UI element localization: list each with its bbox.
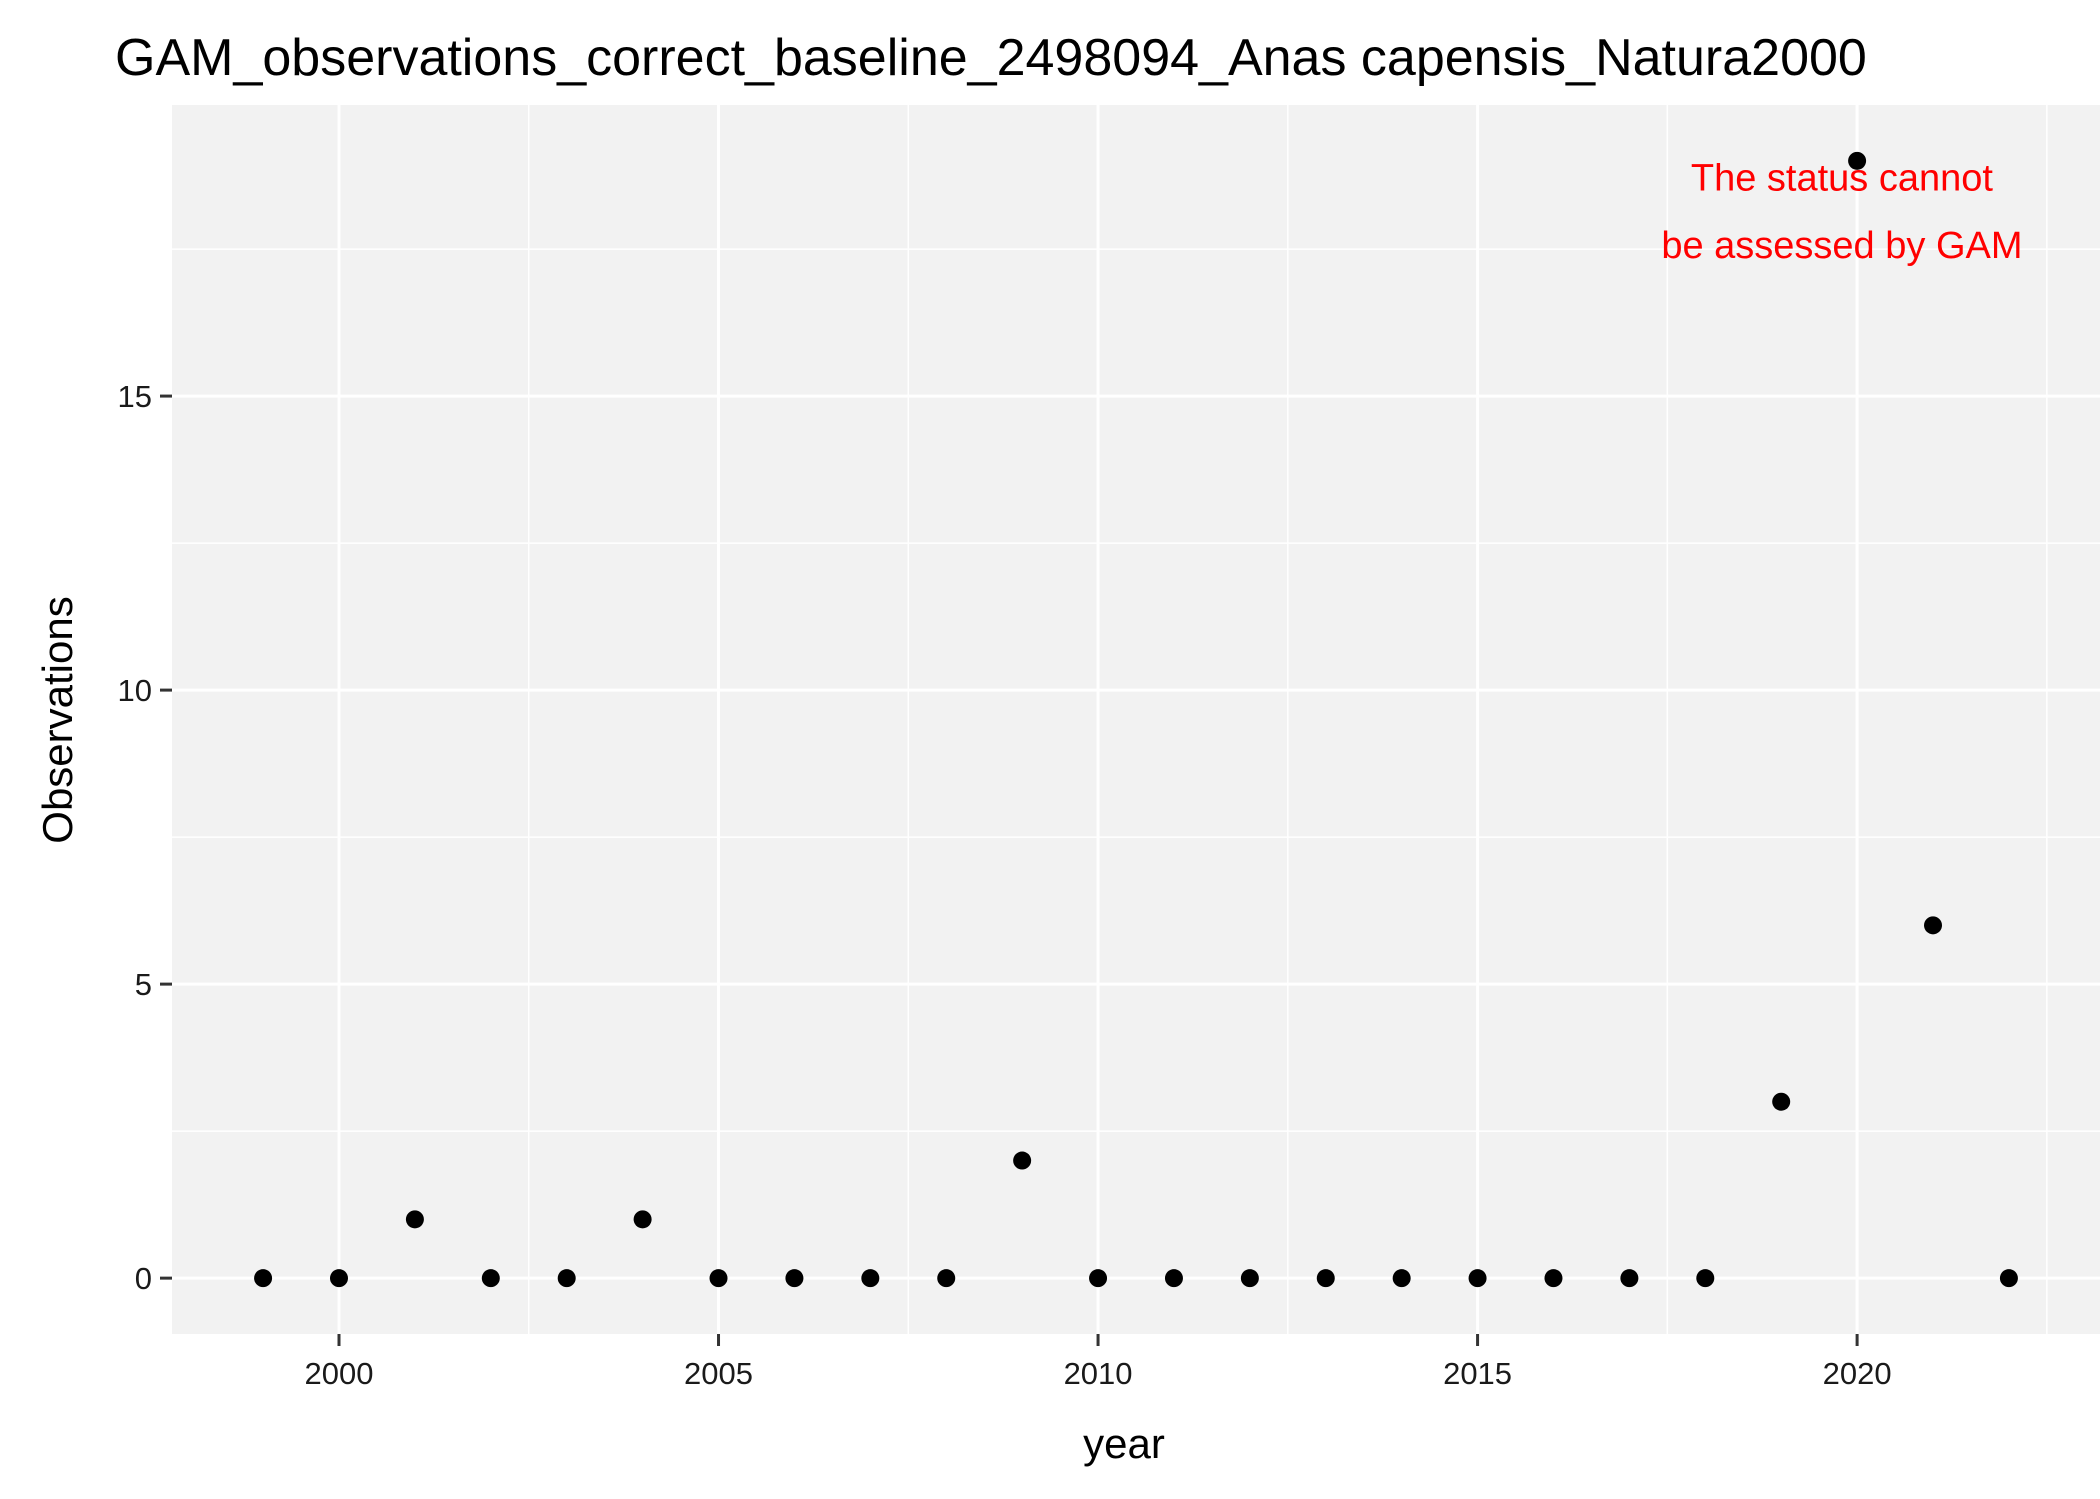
data-point: [254, 1269, 273, 1288]
data-point: [1164, 1269, 1183, 1288]
x-tick-label: 2010: [1064, 1356, 1133, 1391]
x-tick-label: 2005: [684, 1356, 753, 1391]
data-point: [405, 1210, 424, 1229]
data-point: [785, 1269, 804, 1288]
data-point: [937, 1269, 956, 1288]
y-tick-label: 10: [118, 673, 152, 708]
data-point: [481, 1269, 500, 1288]
data-point: [1089, 1269, 1108, 1288]
data-point: [557, 1269, 576, 1288]
data-point: [1848, 151, 1867, 170]
y-axis: 0 5 10 15: [118, 379, 172, 1296]
data-points: [254, 151, 2018, 1288]
data-point: [1772, 1092, 1791, 1111]
data-point: [1013, 1151, 1032, 1170]
data-point: [1999, 1269, 2018, 1288]
data-point: [1620, 1269, 1639, 1288]
data-point: [1316, 1269, 1335, 1288]
data-point: [1392, 1269, 1411, 1288]
data-point: [1924, 916, 1943, 935]
status-annotation: The status cannot be assessed by GAM: [1661, 157, 2022, 267]
minor-gridlines: [172, 105, 2100, 1334]
chart-title: GAM_observations_correct_baseline_249809…: [115, 29, 1867, 87]
x-axis-title: year: [1083, 1420, 1165, 1467]
data-point: [709, 1269, 728, 1288]
plot-panel: [172, 105, 2100, 1334]
y-tick-label: 15: [118, 379, 152, 414]
x-tick-label: 2015: [1443, 1356, 1512, 1391]
data-point: [861, 1269, 880, 1288]
annotation-line: be assessed by GAM: [1661, 225, 2022, 267]
data-point: [1696, 1269, 1715, 1288]
data-point: [1468, 1269, 1487, 1288]
x-axis: 2000 2005 2010 2015 2020: [305, 1334, 1892, 1391]
data-point: [1544, 1269, 1563, 1288]
annotation-line: The status cannot: [1691, 157, 1994, 199]
data-point: [633, 1210, 652, 1229]
major-gridlines: [172, 105, 2100, 1334]
data-point: [329, 1269, 348, 1288]
x-tick-label: 2020: [1823, 1356, 1892, 1391]
x-tick-label: 2000: [305, 1356, 374, 1391]
y-axis-title: Observations: [34, 596, 81, 843]
y-tick-label: 0: [135, 1261, 152, 1296]
y-tick-label: 5: [135, 967, 152, 1002]
data-point: [1240, 1269, 1259, 1288]
